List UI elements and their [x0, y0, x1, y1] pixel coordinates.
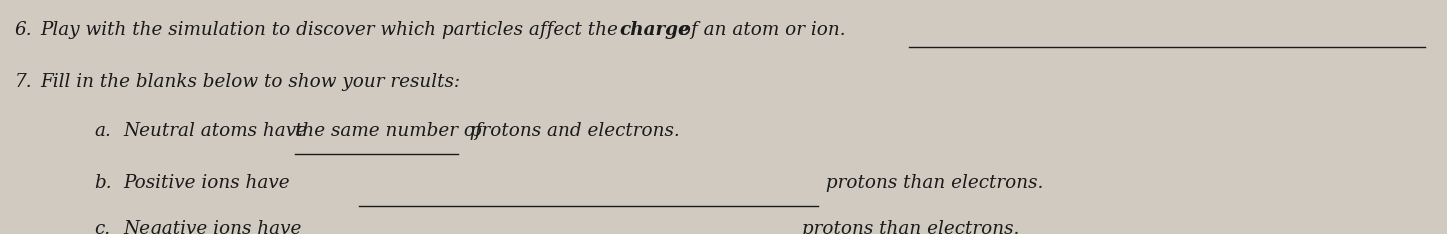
Text: b.: b.: [94, 174, 111, 191]
Text: of an atom or ion.: of an atom or ion.: [674, 22, 845, 39]
Text: the same number of: the same number of: [295, 122, 482, 140]
Text: Fill in the blanks below to show your results:: Fill in the blanks below to show your re…: [41, 73, 460, 91]
Text: 6.: 6.: [14, 22, 32, 39]
Text: charge: charge: [619, 22, 690, 39]
Text: Positive ions have: Positive ions have: [123, 174, 289, 191]
Text: Neutral atoms have: Neutral atoms have: [123, 122, 313, 140]
Text: Negative ions have: Negative ions have: [123, 220, 301, 234]
Text: protons than electrons.: protons than electrons.: [820, 174, 1043, 191]
Text: a.: a.: [94, 122, 111, 140]
Text: Play with the simulation to discover which particles affect the: Play with the simulation to discover whi…: [41, 22, 624, 39]
Text: 7.: 7.: [14, 73, 32, 91]
Text: protons and electrons.: protons and electrons.: [457, 122, 679, 140]
Text: c.: c.: [94, 220, 110, 234]
Text: protons than electrons.: protons than electrons.: [796, 220, 1019, 234]
